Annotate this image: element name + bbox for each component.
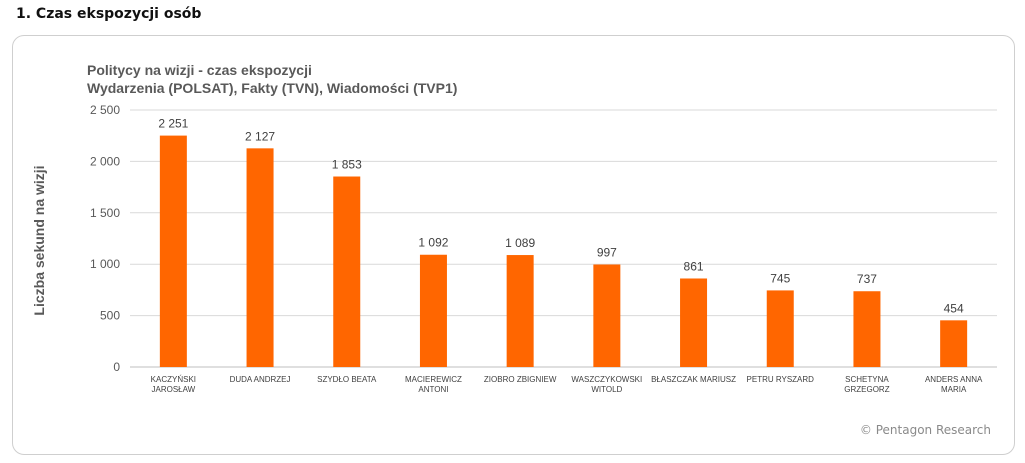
section-title: 1. Czas ekspozycji osób: [16, 6, 202, 22]
data-label: 997: [597, 246, 617, 260]
x-tick-label: BŁASZCZAK MARIUSZ: [651, 375, 736, 384]
y-tick-label: 500: [100, 309, 120, 323]
x-tick-label: MARIA: [941, 385, 967, 394]
data-label: 1 092: [418, 236, 448, 250]
data-label: 737: [857, 272, 877, 286]
data-label: 861: [684, 259, 704, 273]
x-tick-label: ANTONI: [418, 385, 448, 394]
x-tick-label: JAROSŁAW: [151, 385, 195, 394]
y-tick-label: 1 000: [90, 257, 120, 271]
data-label: 454: [944, 301, 964, 315]
x-tick-label: WITOLD: [591, 385, 622, 394]
bar: [333, 176, 361, 367]
x-tick-label: SZYDŁO BEATA: [317, 375, 377, 384]
x-tick-label: KACZYŃSKI: [151, 375, 196, 384]
y-tick-label: 1 500: [90, 206, 120, 220]
x-tick-label: PETRU RYSZARD: [747, 375, 815, 384]
x-tick-label: ZIOBRO ZBIGNIEW: [484, 375, 557, 384]
data-label: 1 089: [505, 236, 535, 250]
chart-subtitle: Wydarzenia (POLSAT), Fakty (TVN), Wiadom…: [87, 80, 457, 96]
credit-text: © Pentagon Research: [859, 423, 991, 437]
x-tick-label: SCHETYNA: [845, 375, 889, 384]
y-axis-label: Liczba sekund na wizji: [31, 165, 47, 315]
y-tick-label: 0: [113, 360, 120, 374]
x-tick-label: MACIEREWICZ: [405, 375, 462, 384]
bar: [940, 320, 968, 367]
bar: [506, 255, 534, 367]
data-label: 2 251: [158, 117, 188, 131]
chart-title: Politycy na wizji - czas ekspozycji: [87, 62, 312, 78]
bar: [246, 148, 274, 367]
bar: [766, 290, 794, 367]
y-tick-label: 2 500: [90, 103, 120, 117]
y-tick-label: 2 000: [90, 154, 120, 168]
bar: [419, 254, 447, 367]
bar: [680, 278, 708, 367]
bar: [159, 135, 187, 367]
x-tick-label: ANDERS ANNA: [925, 375, 983, 384]
x-tick-label: WASZCZYKOWSKI: [571, 375, 642, 384]
bar: [853, 291, 881, 367]
x-tick-label: DUDA ANDRZEJ: [230, 375, 291, 384]
bar: [593, 264, 621, 367]
data-label: 745: [770, 271, 790, 285]
data-label: 1 853: [332, 158, 362, 172]
x-tick-label: GRZEGORZ: [844, 385, 889, 394]
data-label: 2 127: [245, 129, 275, 143]
